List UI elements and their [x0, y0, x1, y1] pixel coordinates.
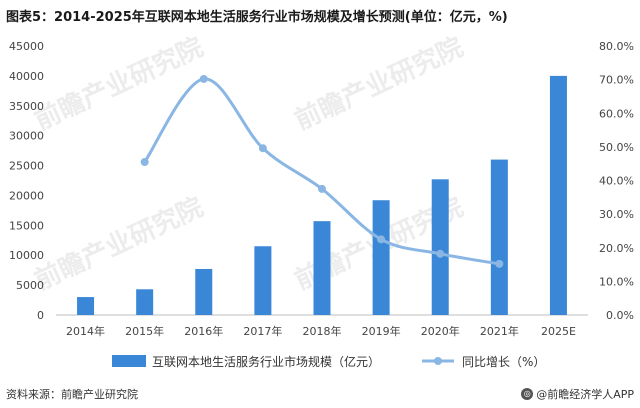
y-right-tick-label: 60.0%	[599, 107, 634, 120]
brand-logo-icon: ◎	[521, 388, 534, 400]
bar	[77, 297, 95, 315]
y-left-tick-label: 5000	[16, 279, 44, 292]
x-tick-label: 2018年	[303, 324, 342, 338]
brand-credit: ◎ @前瞻经济学人APP	[521, 386, 634, 402]
y-right-tick-label: 30.0%	[599, 208, 634, 221]
y-left-tick-label: 40000	[9, 70, 44, 83]
y-left-tick-label: 20000	[9, 189, 44, 202]
bar	[254, 246, 272, 315]
x-tick-label: 2020年	[421, 324, 460, 338]
chart-title: 图表5：2014-2025年互联网本地生活服务行业市场规模及增长预测(单位：亿元…	[6, 10, 508, 25]
y-left-tick-label: 45000	[9, 40, 44, 53]
legend-line-marker	[434, 357, 442, 365]
bar	[431, 179, 449, 315]
bar	[195, 268, 213, 315]
bar	[372, 200, 390, 315]
y-right-tick-label: 0.0%	[606, 309, 634, 322]
legend-bar-swatch	[112, 355, 146, 367]
y-right-tick-label: 20.0%	[599, 242, 634, 255]
growth-point	[377, 235, 386, 244]
y-left-tick-label: 0	[37, 309, 44, 322]
growth-point	[258, 144, 267, 153]
legend: 互联网本地生活服务行业市场规模（亿元） 同比增长（%）	[112, 354, 545, 369]
x-tick-label: 2021年	[480, 324, 519, 338]
x-tick-label: 2014年	[66, 324, 105, 338]
x-tick-label: 2019年	[362, 324, 401, 338]
source-note: 资料来源：前瞻产业研究院	[6, 388, 138, 401]
line-series	[140, 74, 504, 268]
watermark-1: 前瞻产业研究院	[30, 31, 208, 136]
x-tick-label: 2017年	[243, 324, 282, 338]
bar	[490, 159, 508, 315]
growth-point	[436, 249, 445, 258]
watermarks: 前瞻产业研究院 前瞻产业研究院 前瞻产业研究院 前瞻产业研究院	[30, 31, 468, 296]
legend-line-label: 同比增长（%）	[462, 355, 545, 369]
growth-point	[199, 74, 208, 83]
y-left-tick-label: 30000	[9, 130, 44, 143]
bar	[136, 289, 154, 315]
y-left-tick-label: 10000	[9, 249, 44, 262]
brand-text: @前瞻经济学人APP	[536, 388, 634, 401]
y-left-tick-label: 15000	[9, 219, 44, 232]
legend-bar-label: 互联网本地生活服务行业市场规模（亿元）	[152, 354, 380, 369]
y-left-tick-label: 25000	[9, 160, 44, 173]
bar	[549, 75, 567, 315]
growth-point	[495, 259, 504, 268]
y-right-tick-label: 40.0%	[599, 175, 634, 188]
bar	[313, 221, 331, 315]
y-right-tick-label: 10.0%	[599, 275, 634, 288]
y-right-tick-label: 70.0%	[599, 74, 634, 87]
watermark-3: 前瞻产业研究院	[30, 191, 208, 296]
watermark-2: 前瞻产业研究院	[290, 31, 468, 136]
growth-point	[140, 158, 149, 167]
x-tick-label: 2025E	[541, 325, 576, 338]
bar-series	[77, 75, 567, 315]
x-tick-label: 2015年	[125, 324, 164, 338]
y-left-tick-label: 35000	[9, 100, 44, 113]
y-right-tick-label: 80.0%	[599, 40, 634, 53]
y-right-tick-label: 50.0%	[599, 141, 634, 154]
x-tick-label: 2016年	[184, 324, 223, 338]
growth-point	[318, 184, 326, 193]
